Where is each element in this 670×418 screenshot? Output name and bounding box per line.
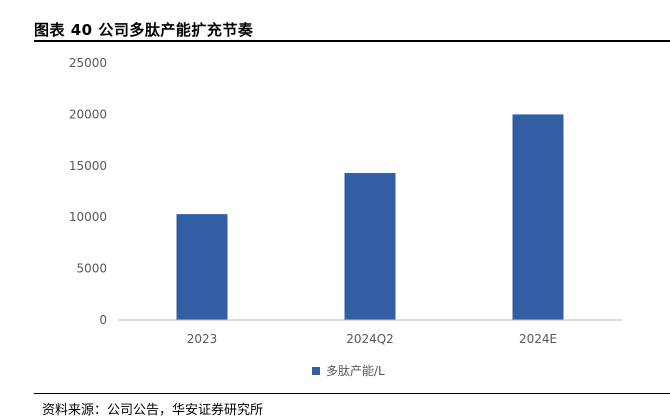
y-tick-label: 20000 [69,107,107,121]
x-category-label: 2023 [187,332,218,346]
y-tick-label: 15000 [69,159,107,173]
y-tick-label: 25000 [69,56,107,70]
y-tick-label: 0 [99,313,107,327]
source-note: 资料来源：公司公告，华安证券研究所 [42,403,264,418]
bar [176,214,228,320]
y-tick-label: 5000 [76,262,107,276]
x-category-label: 2024E [519,332,557,346]
x-axis-categories: 2023 2024Q2 2024E [187,332,557,346]
chart-title: 图表 40 公司多肽产能扩充节奏 [34,21,254,39]
chart-title-bar: 图表 40 公司多肽产能扩充节奏 [34,14,670,42]
x-category-label: 2024Q2 [346,332,394,346]
legend: 多肽产能/L [312,363,385,378]
bar [512,114,564,321]
y-tick-label: 10000 [69,210,107,224]
legend-swatch [312,367,320,375]
bar [344,172,396,320]
bar-series [176,114,564,321]
footer-divider [34,393,670,394]
legend-label: 多肽产能/L [326,363,385,378]
y-axis-ticks: 0 5000 10000 15000 20000 25000 [69,56,107,327]
title-divider [34,40,670,42]
